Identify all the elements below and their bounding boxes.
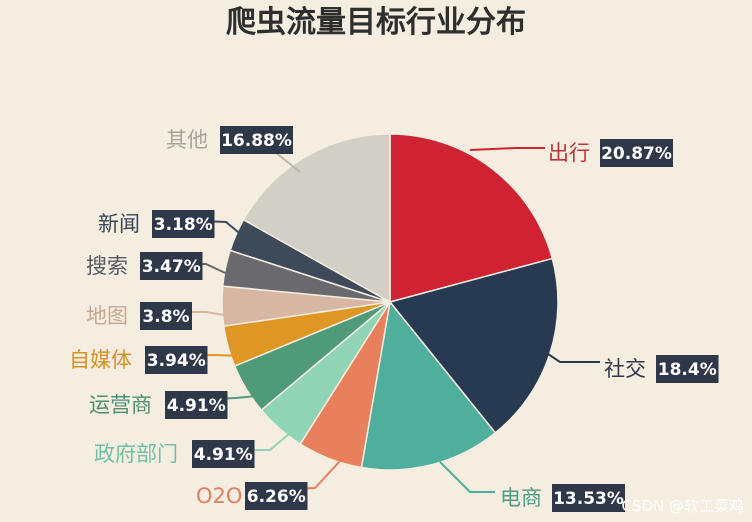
pie-slice (242, 133, 391, 304)
slice-label: 其他 (166, 128, 208, 152)
slice-label: O2O (196, 484, 242, 508)
slice-label: 运营商 (89, 393, 152, 417)
percent-label: 13.53% (553, 489, 624, 509)
slice-label: 社交 (604, 357, 646, 381)
percent-label: 20.87% (601, 144, 672, 164)
slice-label: 地图 (86, 304, 128, 328)
pie-slice (360, 300, 497, 471)
percent-label: 4.91% (194, 445, 253, 465)
percent-label: 16.88% (221, 131, 292, 151)
percent-label: 4.91% (167, 396, 226, 416)
leader-line (526, 339, 600, 363)
pie-slice (389, 133, 554, 303)
percent-badge (165, 391, 228, 419)
percent-badge (140, 302, 192, 330)
slice-label: 自媒体 (69, 348, 132, 372)
slice-label: 搜索 (86, 254, 128, 278)
percent-label: 3.8% (142, 307, 189, 327)
percent-badge (220, 126, 293, 154)
percent-badge (600, 139, 673, 167)
chart-title: 爬虫流量目标行业分布 (226, 5, 526, 40)
percent-badge (552, 484, 625, 512)
percent-label: 18.4% (658, 360, 717, 380)
percent-badge (145, 346, 208, 374)
watermark: CSDN @软工菜鸡 (621, 497, 744, 515)
leader-line (439, 461, 495, 493)
percent-badge (192, 440, 255, 468)
percent-badge (140, 252, 203, 280)
leader-line (469, 147, 545, 151)
percent-label: 3.47% (142, 257, 201, 277)
slice-label: 出行 (548, 141, 590, 165)
percent-badge (656, 355, 719, 383)
slice-label: 政府部门 (94, 442, 178, 466)
percent-badge (152, 210, 215, 238)
slice-label: 新闻 (98, 212, 140, 236)
percent-badge (245, 482, 308, 510)
percent-label: 3.18% (154, 215, 213, 235)
percent-label: 3.94% (147, 351, 206, 371)
percent-label: 6.26% (247, 487, 306, 507)
slice-label: 电商 (500, 486, 542, 510)
